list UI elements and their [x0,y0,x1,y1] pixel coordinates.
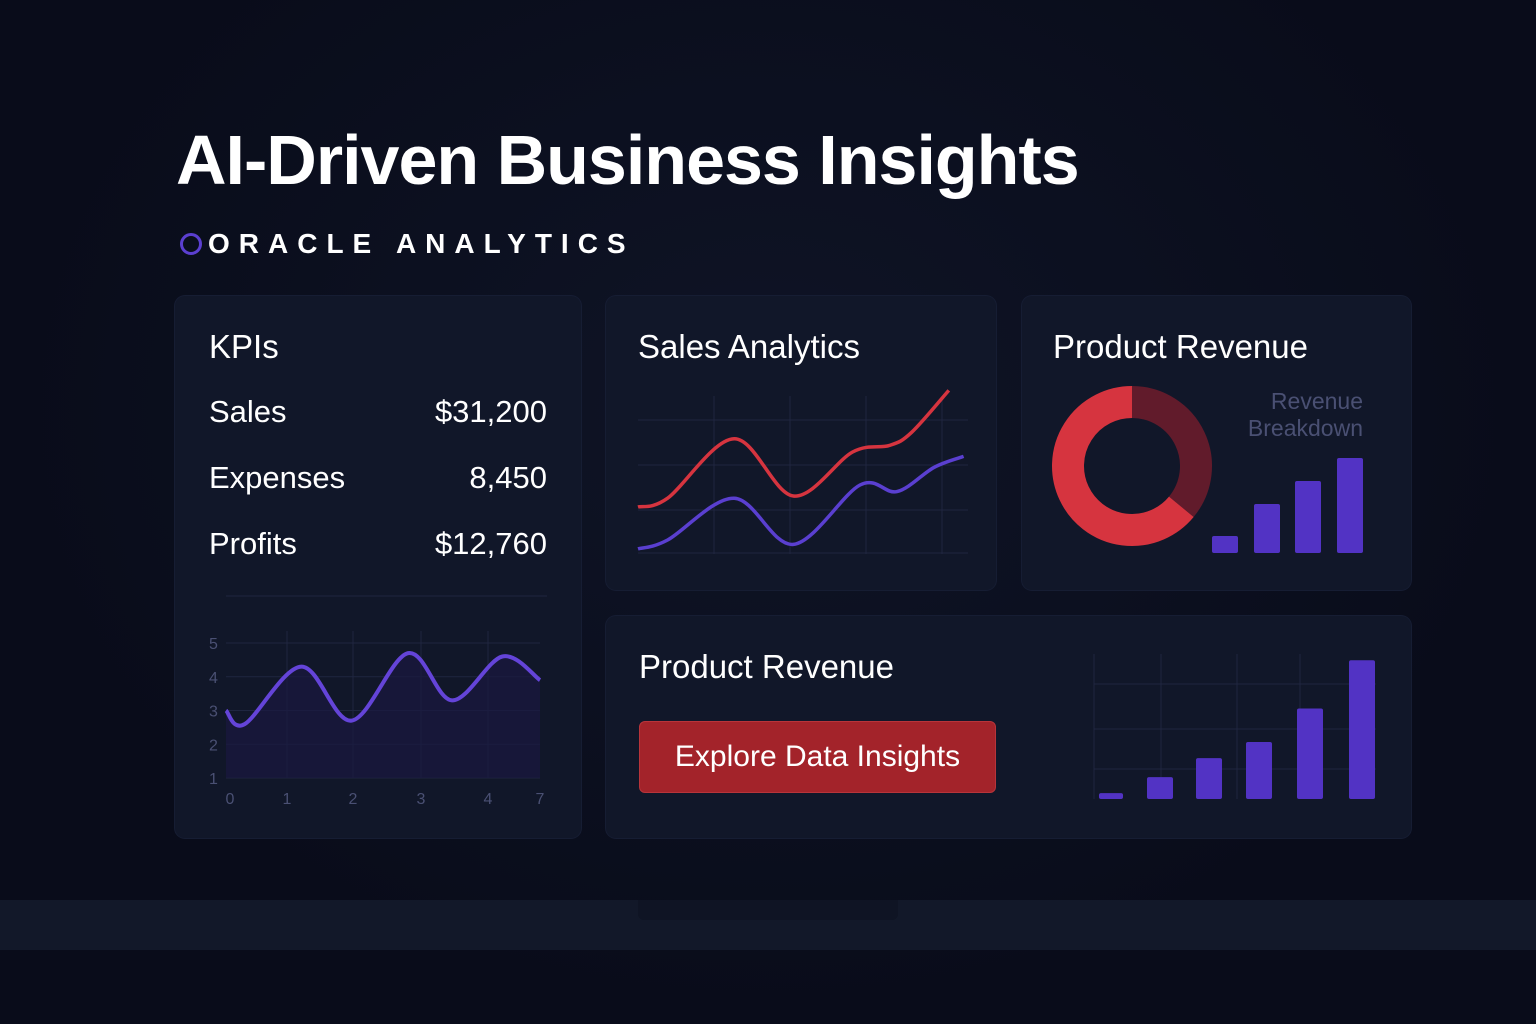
monitor-stand [638,900,898,920]
revenue-donut-chart [1052,386,1363,553]
brand-name: ORACLE ANALYTICS [208,228,635,259]
y-tick-label: 5 [209,636,218,653]
explore-data-insights-button[interactable]: Explore Data Insights [639,721,996,793]
series-line [224,651,542,728]
x-tick-label: 1 [283,791,292,808]
kpi-label: Profits [209,526,297,561]
legend-line: Revenue [1270,388,1363,414]
x-tick-label: 0 [226,791,235,808]
kpi-label: Sales [209,394,287,429]
bar [1246,742,1272,799]
product-revenue-bottom-card: Product Revenue Explore Data Insights [606,616,1411,838]
sales-analytics-card: Sales Analytics [606,296,996,590]
product-revenue-title: Product Revenue [639,648,894,685]
kpi-row: Expenses 8,450 [209,460,547,496]
bar [1147,777,1173,799]
brand-subtitle: ORACLE ANALYTICS [180,228,635,260]
revenue-bar-chart [1093,654,1376,799]
product-revenue-card: Product Revenue Revenue Breakdown [1022,296,1411,590]
donut-slice [1052,386,1194,546]
donut-slice [1131,386,1212,517]
kpi-label: Expenses [209,460,346,495]
series-line [637,454,965,551]
kpi-title: KPIs [209,328,279,365]
y-tick-label: 3 [209,704,218,721]
y-tick-label: 2 [209,737,218,754]
bar [1099,793,1123,799]
series-line [637,389,951,509]
bar [1196,758,1222,799]
product-revenue-title: Product Revenue [1053,328,1308,365]
circle-icon [180,233,202,255]
bar [1295,481,1321,553]
bar [1297,708,1323,799]
bar [1212,536,1238,553]
sales-title: Sales Analytics [638,328,860,365]
kpi-value: $12,760 [434,526,547,561]
bar [1254,504,1280,553]
bar [1349,660,1375,799]
x-tick-label: 3 [417,791,426,808]
page-title: AI-Driven Business Insights [176,121,1080,199]
legend-line: Breakdown [1247,415,1363,441]
bar [1337,458,1363,553]
x-tick-label: 7 [536,791,545,808]
sales-line-chart [637,389,968,554]
kpi-row: Sales $31,200 [209,394,547,430]
x-tick-label: 4 [484,791,493,808]
kpi-value: $31,200 [434,394,547,429]
x-tick-label: 2 [349,791,358,808]
area-fill [226,652,540,778]
kpi-row: Profits $12,760 [209,526,547,562]
kpi-card: KPIs Sales $31,200 Expenses 8,450 Profits $… [175,296,581,838]
revenue-breakdown-label: Revenue Breakdown [1248,388,1363,442]
kpi-value: 8,450 [469,460,547,495]
y-tick-label: 4 [209,670,218,687]
y-tick-label: 1 [209,771,218,788]
